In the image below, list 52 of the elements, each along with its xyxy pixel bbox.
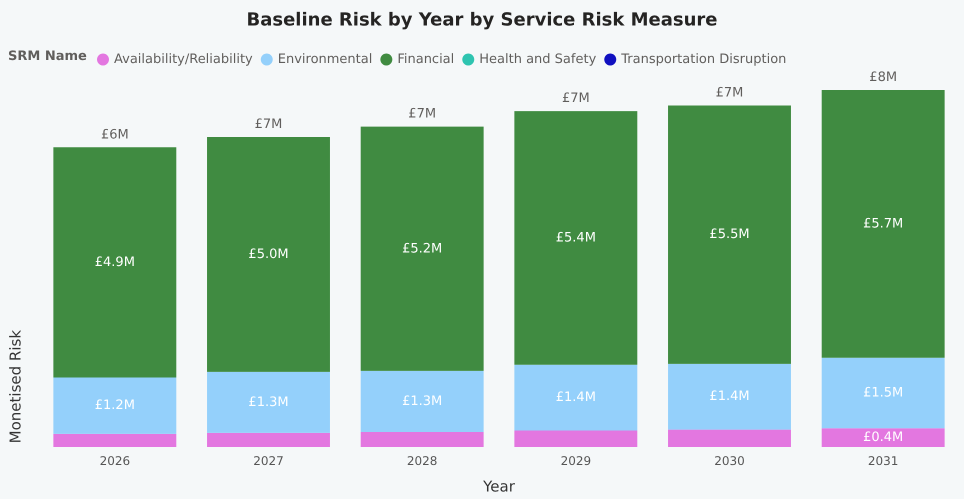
bar [53,434,176,447]
data-label: £1.3M [402,394,442,409]
total-label: £7M [254,116,282,132]
total-label: £7M [562,91,590,106]
bar [360,432,484,447]
bar [514,111,638,365]
data-label: £5.0M [248,246,289,262]
legend-title: SRM Name [8,49,88,64]
legend-label: Environmental [278,52,372,67]
x-tick-label: 2028 [406,454,438,468]
bar [360,370,484,432]
total-label: £8M [869,70,898,85]
bar [207,136,330,372]
x-tick-label: 2031 [868,454,898,468]
x-tick-label: 2027 [253,454,284,468]
total-label: £7M [408,106,436,122]
data-label: £1.4M [556,390,596,406]
data-label: £1.2M [94,398,135,414]
y-axis-title: Monetised Risk [6,330,24,444]
x-axis-title: Year [482,478,516,496]
bar [514,430,638,447]
bar [207,372,330,433]
legend-label: Financial [397,52,454,67]
bar [822,90,945,358]
legend-label: Health and Safety [479,52,597,67]
bar [668,106,791,364]
bar [53,377,176,434]
bar [668,364,791,430]
data-label: £1.5M [863,385,904,400]
bar [822,428,945,447]
data-label: £5.7M [863,216,904,232]
bar [53,147,176,378]
data-label: £0.4M [863,430,904,446]
x-tick-label: 2026 [100,454,130,468]
chart-title: Baseline Risk by Year by Service Risk Measure [246,10,718,30]
x-tick-label: 2030 [714,454,745,468]
bar [207,432,330,447]
total-label: £6M [100,127,129,142]
bar [668,430,791,447]
data-label: £1.3M [248,394,289,410]
bar [360,126,484,371]
legend-label: Availability/Reliability [114,52,254,67]
bar [822,358,945,428]
bar [514,364,638,431]
total-label: £7M [716,86,744,100]
data-label: £4.9M [94,254,135,270]
data-label: £1.4M [709,389,750,404]
data-label: £5.2M [402,241,442,256]
legend-label: Transportation Disruption [620,52,786,67]
data-label: £5.4M [556,230,596,246]
data-label: £5.5M [709,227,750,242]
x-tick-label: 2029 [560,454,592,468]
